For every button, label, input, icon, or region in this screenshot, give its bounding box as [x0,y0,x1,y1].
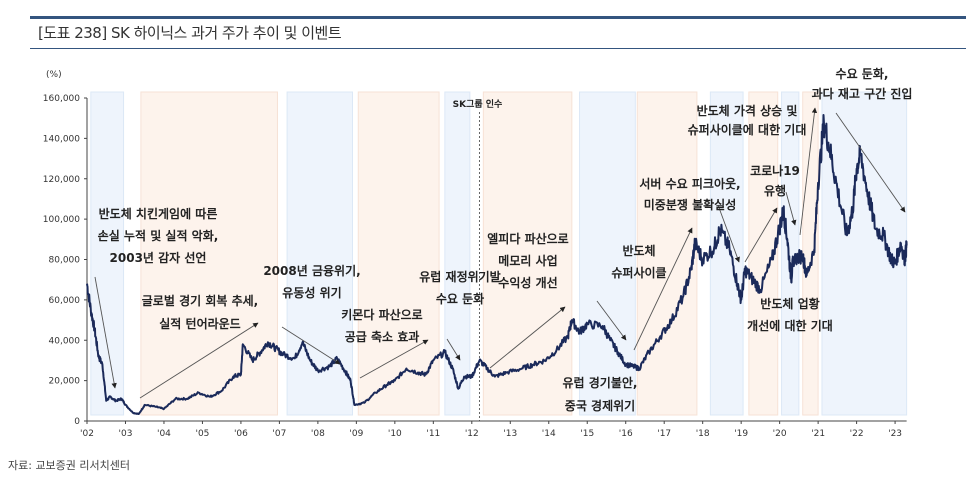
y-tick-label: 100,000 [43,215,80,225]
annotation-text: 과다 재고 구간 진입 [812,86,913,101]
annotation-text: 키몬다 파산으로 [341,307,422,322]
annotation-arrow [359,339,429,379]
title-bottom-rule [30,48,966,49]
annotation-text: 유동성 위기 [282,285,341,300]
annotation-arrow [139,322,259,399]
x-tick-label: '23 [888,429,902,439]
annotation-arrow [785,191,797,226]
y-tick-label: 0 [74,417,80,427]
annotation-text: 실적 턴어라운드 [159,316,240,331]
annotation-text: 수요 둔화, [836,66,889,81]
annotation-text: 손실 누적 및 실적 악화, [98,228,219,243]
y-tick-label: 60,000 [49,296,81,306]
annotation-text: 반도체 [622,243,655,258]
y-tick-label: 20,000 [49,377,81,387]
x-tick-label: '21 [811,429,825,439]
annotation-text: 유럽 경기불안, [563,375,638,390]
annotation-text: 공급 축소 효과 [345,329,420,344]
annotation-text: 코로나19 [750,163,800,178]
annotation-text: 슈퍼사이클 [611,265,666,280]
annotation-text: 메모리 사업 [498,253,557,268]
annotation-arrow [717,204,740,263]
period-band-down [444,91,471,416]
x-tick-label: '16 [619,429,633,439]
period-band-up [357,91,440,416]
annotation-text: 글로벌 경기 회복 추세, [142,293,258,308]
price-line [86,114,908,415]
annotation-text: 반도체 치킨게임에 따른 [99,206,218,221]
source-note: 자료: 교보증권 리서치센터 [8,459,131,472]
x-tick-label: '04 [157,429,171,439]
x-tick-label: '14 [542,429,556,439]
y-tick-label: 160,000 [43,94,80,104]
annotation-text: 엘피다 파산으로 [487,231,568,246]
x-tick-label: '12 [465,429,479,439]
x-tick-label: '11 [426,429,440,439]
annotation-text: 수요 둔화 [436,291,484,306]
y-tick-label: 40,000 [49,336,81,346]
x-tick-label: '19 [734,429,748,439]
y-unit-label: (%) [46,70,62,80]
annotation-text: 반도체 가격 상승 및 [697,103,798,118]
annotation-arrow [281,326,341,365]
annotation-arrow [744,207,778,263]
x-tick-label: '07 [272,429,286,439]
annotation-arrow [446,338,461,361]
period-band-up [636,91,698,416]
annotation-text: 2003년 감자 선언 [110,250,207,265]
annotation-text: 2008년 금융위기, [263,263,360,278]
x-tick-label: '09 [349,429,363,439]
x-tick-label: '02 [80,429,94,439]
x-tick-label: '10 [388,429,402,439]
annotation-text: 개선에 대한 기대 [747,318,833,333]
x-tick-label: '08 [311,429,325,439]
annotation-text: 서버 수요 피크아웃, [639,176,740,191]
period-band-up [802,91,819,416]
annotation-text: 유럽 재정위기발 [419,269,500,284]
y-tick-label: 140,000 [43,134,80,144]
period-band-up [140,91,278,416]
chart-title: [도표 238] SK 하이닉스 과거 주가 추이 및 이벤트 [38,24,342,42]
annotation-text: 수익성 개선 [498,275,557,290]
period-band-down [579,91,636,416]
x-tick-label: '17 [657,429,671,439]
stock-price-chart: SK그룹 인수 (%) 0 20,000 40,000 60,000 80,000 100,0… [43,66,913,439]
x-tick-label: '03 [119,429,133,439]
annotation-text: 반도체 업황 [760,296,819,311]
period-band-down [821,91,908,416]
annotation-arrow [799,107,818,236]
annotation-text: 유행 [764,183,786,198]
x-tick-label: '06 [234,429,248,439]
annotation-arrow [835,112,906,213]
event-label: SK그룹 인수 [453,98,503,110]
annotation-arrow [489,306,566,369]
annotation-arrow [633,227,693,351]
x-tick-label: '22 [850,429,864,439]
period-band-down [709,91,744,416]
title-top-rule [30,16,966,19]
x-tick-label: '13 [503,429,517,439]
period-band-down [286,91,354,416]
period-band-down [90,91,125,416]
x-tick-label: '20 [773,429,787,439]
x-tick-label: '05 [195,429,209,439]
annotation-arrow [94,276,117,389]
x-tick-label: '15 [580,429,594,439]
annotation-arrow [596,300,627,341]
x-tick-label: '18 [696,429,710,439]
y-tick-label: 120,000 [43,175,80,185]
annotation-text: 미중분쟁 불확실성 [644,197,737,212]
y-tick-label: 80,000 [49,256,81,266]
annotation-text: 중국 경제위기 [565,398,635,413]
annotation-text: 슈퍼사이클에 대한 기대 [688,122,807,137]
